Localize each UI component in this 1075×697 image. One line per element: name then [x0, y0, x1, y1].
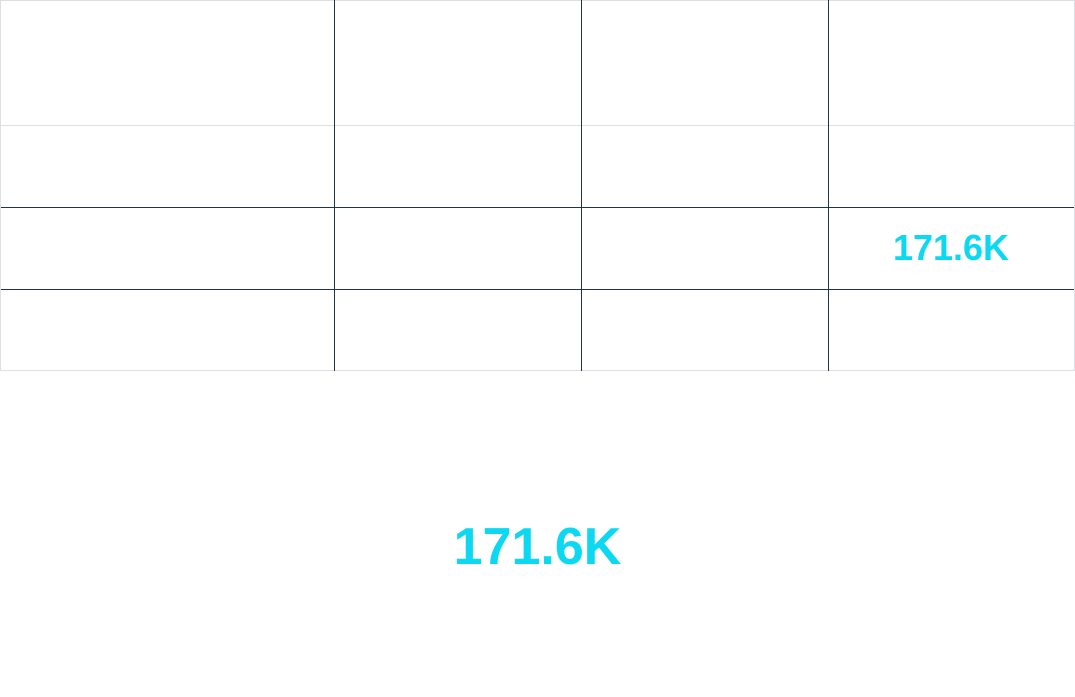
- row-divider: [0, 207, 1075, 208]
- row-divider: [0, 289, 1075, 290]
- table-border: [0, 370, 1075, 371]
- column-divider: [828, 0, 829, 371]
- column-divider: [581, 0, 582, 371]
- cell-value: 171.6K: [892, 227, 1010, 268]
- headline-value: 171.6K: [453, 518, 622, 576]
- column-divider: [334, 0, 335, 371]
- table-border: [0, 0, 1075, 1]
- table-border: [0, 0, 1, 371]
- row-divider: [0, 125, 1075, 126]
